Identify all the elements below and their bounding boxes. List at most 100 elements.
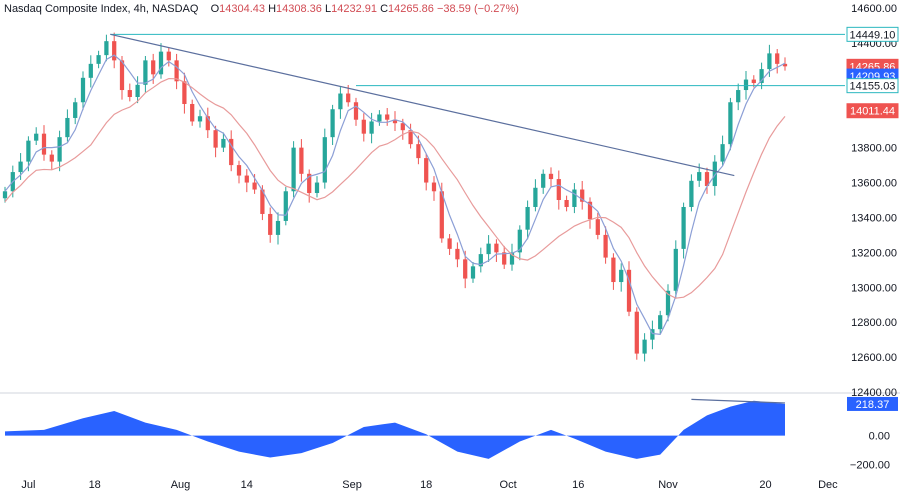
candle-body [533,187,538,207]
candle-body [728,102,733,145]
candle-body [642,339,647,354]
candle-body [236,165,242,176]
candle-body [80,77,86,103]
candle-body [634,311,639,354]
candle-body [307,173,312,194]
candle-body [112,41,117,61]
candle-body [73,102,78,118]
candle-body [400,123,405,131]
candle-body [41,133,47,155]
candle-body [509,252,515,265]
candle-body [158,51,164,75]
candle-body [205,116,210,131]
price-tick-label: 13200.00 [851,247,897,259]
candle-body [743,79,749,91]
price-tick-label: 12800.00 [851,317,897,329]
candle-body [127,90,132,98]
candle-body [229,138,234,166]
candle-body [104,41,109,56]
candle-body [283,191,288,221]
price-tag [846,103,899,119]
candle-body [463,259,468,279]
candle-body [166,51,171,61]
candle-body [759,69,764,84]
candle-body [57,137,62,162]
low-value: 14232.91 [331,3,377,15]
high-value: 14308.36 [276,3,322,15]
candle-body [26,140,31,162]
time-tick-label: 16 [572,479,584,491]
candle-body [291,147,296,192]
candle-body [736,90,741,103]
candle-body [338,93,343,110]
candle-body [65,117,70,138]
change-value: −38.59 (−0.27%) [436,3,519,15]
candle-body [353,102,359,120]
oscillator-value-tag [847,396,898,411]
candle-body [517,229,522,253]
candle-body [595,219,600,235]
candle-body [369,121,374,134]
candle-body [330,109,335,138]
candle-body [619,269,624,283]
candle-body [221,138,226,148]
candle-body [782,63,788,67]
ma-slow-line [4,77,786,299]
symbol-title[interactable]: Nasdaq Composite Index, 4h, NASDAQ [4,3,199,15]
ma-fast-line [4,54,786,336]
time-tick-label: Nov [658,479,678,491]
candle-body [470,266,476,279]
candle-body [478,254,483,267]
candle-body [244,175,249,183]
candle-body [611,257,616,283]
price-tag-label: 14011.44 [850,106,895,118]
candle-body [299,147,304,174]
candle-body [252,182,257,190]
candle-body [564,200,569,207]
time-tick-label: Aug [171,479,191,491]
candle-body [143,60,148,85]
price-axis[interactable]: 14600.0014400.0014200.0014000.0013800.00… [846,3,899,472]
candle-body [665,290,671,316]
open-label: O [210,3,220,15]
candle-body [556,179,561,200]
price-tick-label: 12400.00 [851,387,897,399]
candle-body [704,172,710,187]
oscillator-divergence-line [691,398,786,404]
time-axis[interactable]: Jul 18 Aug 14 Sep 18 Oct 16 Nov 20 Dec [21,479,838,491]
time-tick-label: Jul [21,479,35,491]
candle-body [751,79,756,84]
time-tick-label: Dec [818,479,838,491]
candle-body [486,243,491,255]
candle-body [587,201,593,220]
candle-body [197,116,203,122]
time-tick-label: 20 [759,479,771,491]
candle-body [424,158,429,183]
candle-body [408,130,413,145]
candle-body [213,130,218,148]
candle-body [88,63,93,78]
price-tag [846,26,899,42]
candle-body [548,173,554,180]
oscillator-area [5,400,785,459]
candle-body [494,243,499,253]
candle-body [346,93,351,103]
price-tick-label: 13400.00 [851,212,897,224]
candle-body [689,180,694,207]
price-tick-label: 14600.00 [851,3,897,15]
candle-body [151,60,156,75]
candle-body [502,252,507,265]
time-tick-label: 18 [420,479,432,491]
oscillator-value-label: 218.37 [856,399,890,411]
candle-body [447,238,452,249]
candle-body [603,234,608,258]
candle-body [18,161,23,173]
time-tick-label: Oct [500,479,517,491]
candle-body [377,114,382,122]
candle-body [767,53,772,70]
candle-body [775,53,780,64]
candle-body [275,220,281,235]
time-tick-label: Sep [342,479,362,491]
candle-body [392,119,398,124]
